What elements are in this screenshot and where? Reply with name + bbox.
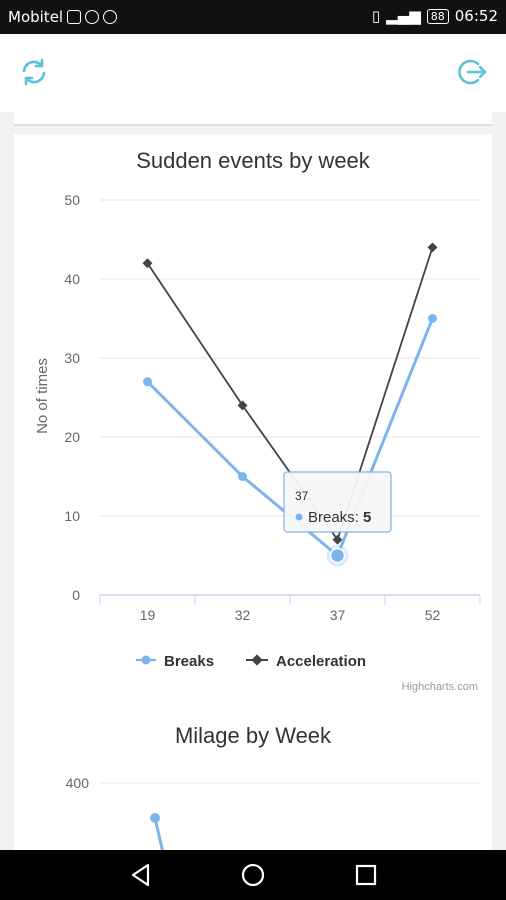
chart-title: Sudden events by week <box>136 148 371 173</box>
x-tick-label: 37 <box>330 607 346 623</box>
data-point-acceleration[interactable] <box>142 258 153 269</box>
x-tick-label: 32 <box>235 607 251 623</box>
y-axis-label: No of times <box>34 358 51 434</box>
whatsapp-icon <box>103 10 118 24</box>
y-tick-label: 30 <box>64 350 80 366</box>
legend-item-acceleration[interactable]: Acceleration <box>246 653 366 670</box>
viber-icon <box>85 10 100 24</box>
tooltip: 37 Breaks: 5 <box>283 471 392 533</box>
signal-icon: ▂▄▆ <box>386 7 421 25</box>
y-tick-label: 20 <box>64 429 80 445</box>
series-line[interactable] <box>153 817 167 850</box>
sudden-events-card: Sudden events by week 0 10 20 30 40 50 No of … <box>14 134 492 720</box>
milage-card: Milage by Week 400 <box>14 720 492 850</box>
app-bar <box>0 34 506 112</box>
chart-credits[interactable]: Highcharts.com <box>402 681 478 693</box>
logout-icon[interactable] <box>454 54 490 90</box>
legend-label-breaks: Breaks <box>164 653 214 670</box>
x-tick-label: 19 <box>140 607 156 623</box>
refresh-icon[interactable] <box>16 54 52 90</box>
tooltip-header: 37 <box>295 489 309 503</box>
vibrate-icon: ▯ <box>371 7 381 25</box>
tooltip-series-dot <box>295 513 303 521</box>
legend-label-acceleration: Acceleration <box>276 653 366 670</box>
milage-chart: Milage by Week 400 <box>66 723 480 850</box>
check-icon <box>67 10 82 24</box>
data-point-breaks[interactable] <box>428 314 437 323</box>
data-point-breaks[interactable] <box>143 377 152 387</box>
y-tick-label: 400 <box>66 775 90 791</box>
y-tick-label: 50 <box>64 192 80 208</box>
hovered-data-point[interactable] <box>329 547 346 564</box>
dashboard-content[interactable]: Sudden events by week 0 10 20 30 40 50 No of … <box>0 112 506 850</box>
x-tick-label: 52 <box>425 607 441 623</box>
navigation-bar <box>0 850 506 900</box>
home-icon[interactable] <box>238 860 268 890</box>
y-tick-label: 0 <box>72 587 80 603</box>
data-point-acceleration[interactable] <box>427 242 438 253</box>
previous-card <box>14 112 492 126</box>
tooltip-value: 5 <box>363 509 371 526</box>
back-icon[interactable] <box>126 860 156 890</box>
tooltip-series-name: Breaks <box>308 509 355 526</box>
chart-title: Milage by Week <box>175 723 332 748</box>
legend-item-breaks[interactable]: Breaks <box>136 653 214 670</box>
data-point-breaks[interactable] <box>238 472 247 481</box>
data-point-acceleration[interactable] <box>332 534 343 545</box>
data-point-acceleration[interactable] <box>237 400 248 411</box>
clock: 06:52 <box>454 7 498 25</box>
recents-icon[interactable] <box>351 860 381 890</box>
svg-text:Breaks: 5: Breaks: 5 <box>308 509 371 526</box>
chart-legend: Breaks Acceleration <box>136 653 366 670</box>
y-tick-label: 10 <box>64 508 80 524</box>
sudden-events-chart: Sudden events by week 0 10 20 30 40 50 No of … <box>34 148 481 693</box>
data-point[interactable] <box>150 813 160 823</box>
status-bar: Mobitel ▯ ▂▄▆ 88 06:52 <box>0 0 506 34</box>
y-tick-label: 40 <box>64 271 80 287</box>
battery-icon: 88 <box>426 8 449 24</box>
carrier-name: Mobitel <box>8 8 64 26</box>
